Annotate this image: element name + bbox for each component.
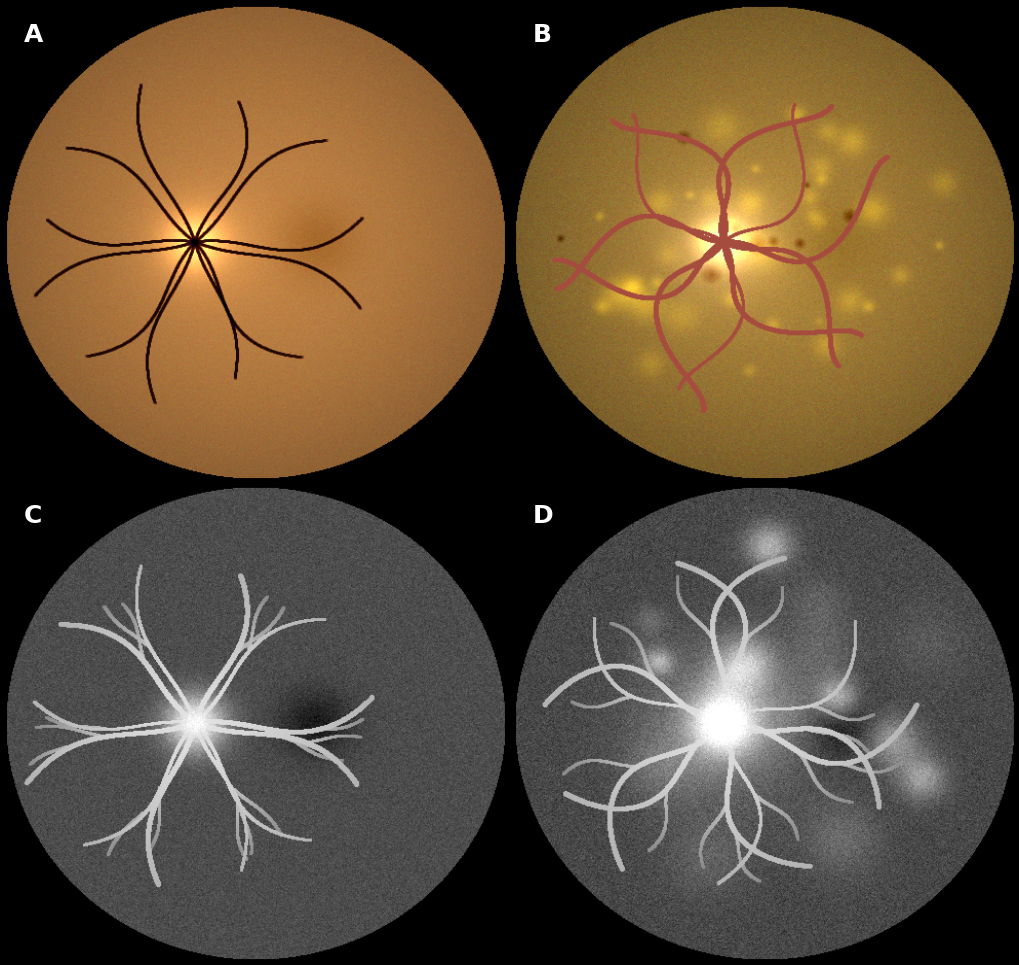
Text: B: B	[533, 23, 551, 47]
Text: A: A	[24, 23, 44, 47]
Text: C: C	[24, 505, 43, 529]
Text: D: D	[533, 505, 553, 529]
